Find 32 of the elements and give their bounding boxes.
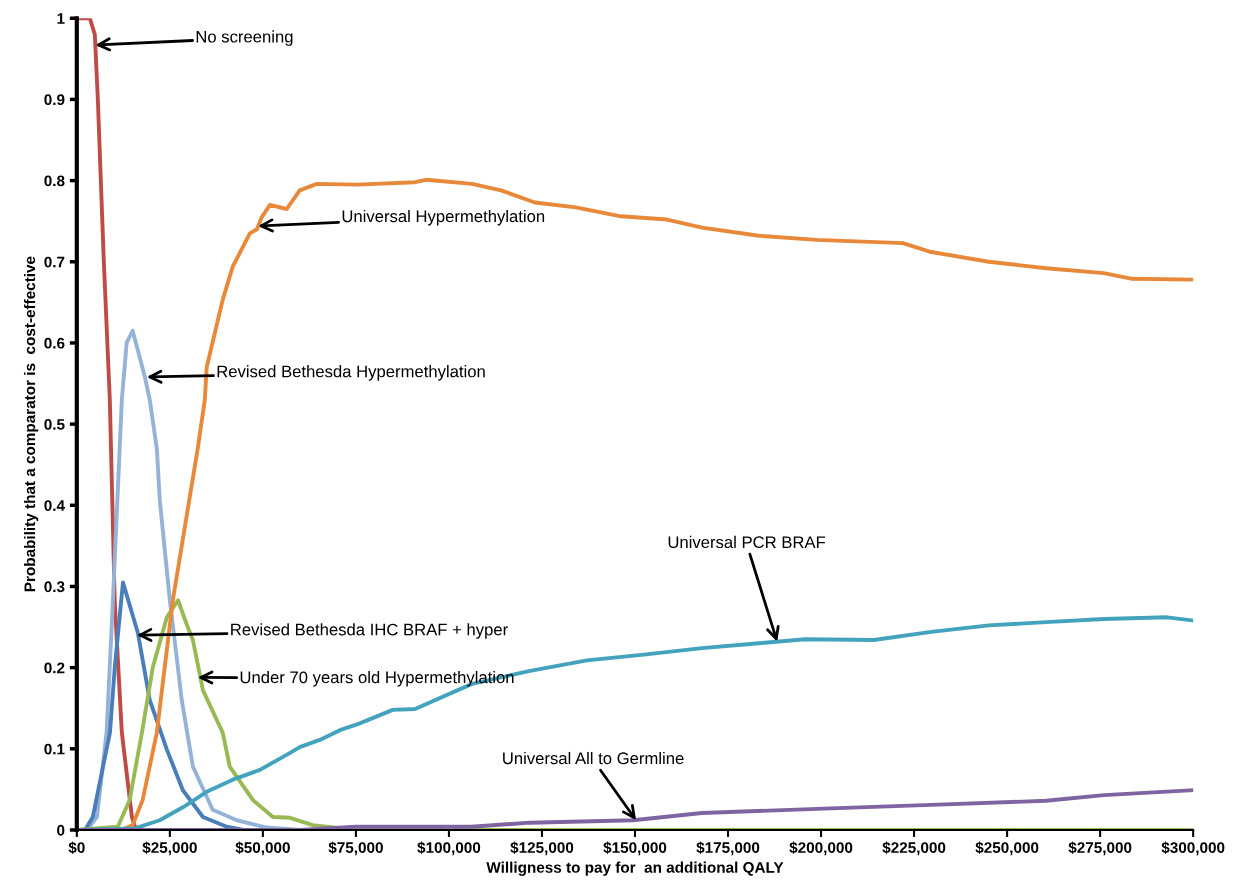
x-tick-label: $100,000 xyxy=(417,841,481,856)
x-axis-title: Willigness to pay for an additional QALY xyxy=(486,861,784,876)
y-tick-label: 0.3 xyxy=(44,581,65,593)
y-tick-label: 0.9 xyxy=(44,94,65,106)
y-tick-label: 0.5 xyxy=(44,418,65,430)
annotation: Universal PCR BRAF xyxy=(668,535,826,549)
x-tick-label: $75,000 xyxy=(328,841,383,856)
y-tick-label: 0.6 xyxy=(44,337,65,349)
annotation: Revised Bethesda IHC BRAF + hyper xyxy=(231,623,508,639)
annotation: Universal All to Germline xyxy=(503,751,684,765)
y-tick-label: 0.4 xyxy=(44,500,65,511)
annotation: Revised Bethesda Hypermethylation xyxy=(217,365,485,381)
x-tick-label: $200,000 xyxy=(789,841,853,856)
y-tick-label: 1 xyxy=(57,13,65,24)
y-tick-label: 0 xyxy=(57,824,65,836)
annotation: Universal Hypermethylation xyxy=(342,209,545,226)
annotation: No screening xyxy=(196,30,293,46)
x-tick-label: $0 xyxy=(68,841,85,854)
y-tick-label: 0.1 xyxy=(44,743,65,755)
x-tick-label: $150,000 xyxy=(603,841,667,856)
x-tick-label: $225,000 xyxy=(882,841,946,856)
x-tick-label: $250,000 xyxy=(975,841,1039,856)
y-tick-label: 0.2 xyxy=(44,662,65,674)
x-tick-label: $175,000 xyxy=(696,841,760,856)
x-tick-label: $50,000 xyxy=(235,841,290,856)
x-tick-label: $275,000 xyxy=(1068,841,1132,856)
x-tick-label: $125,000 xyxy=(510,841,574,856)
x-tick-label: $25,000 xyxy=(142,841,197,856)
y-tick-label: 0.8 xyxy=(44,175,65,187)
x-tick-label: $300,000 xyxy=(1161,841,1225,856)
y-axis-title: Probability that a comparator is cost-effective xyxy=(23,256,39,592)
y-tick-label: 0.7 xyxy=(44,256,65,268)
